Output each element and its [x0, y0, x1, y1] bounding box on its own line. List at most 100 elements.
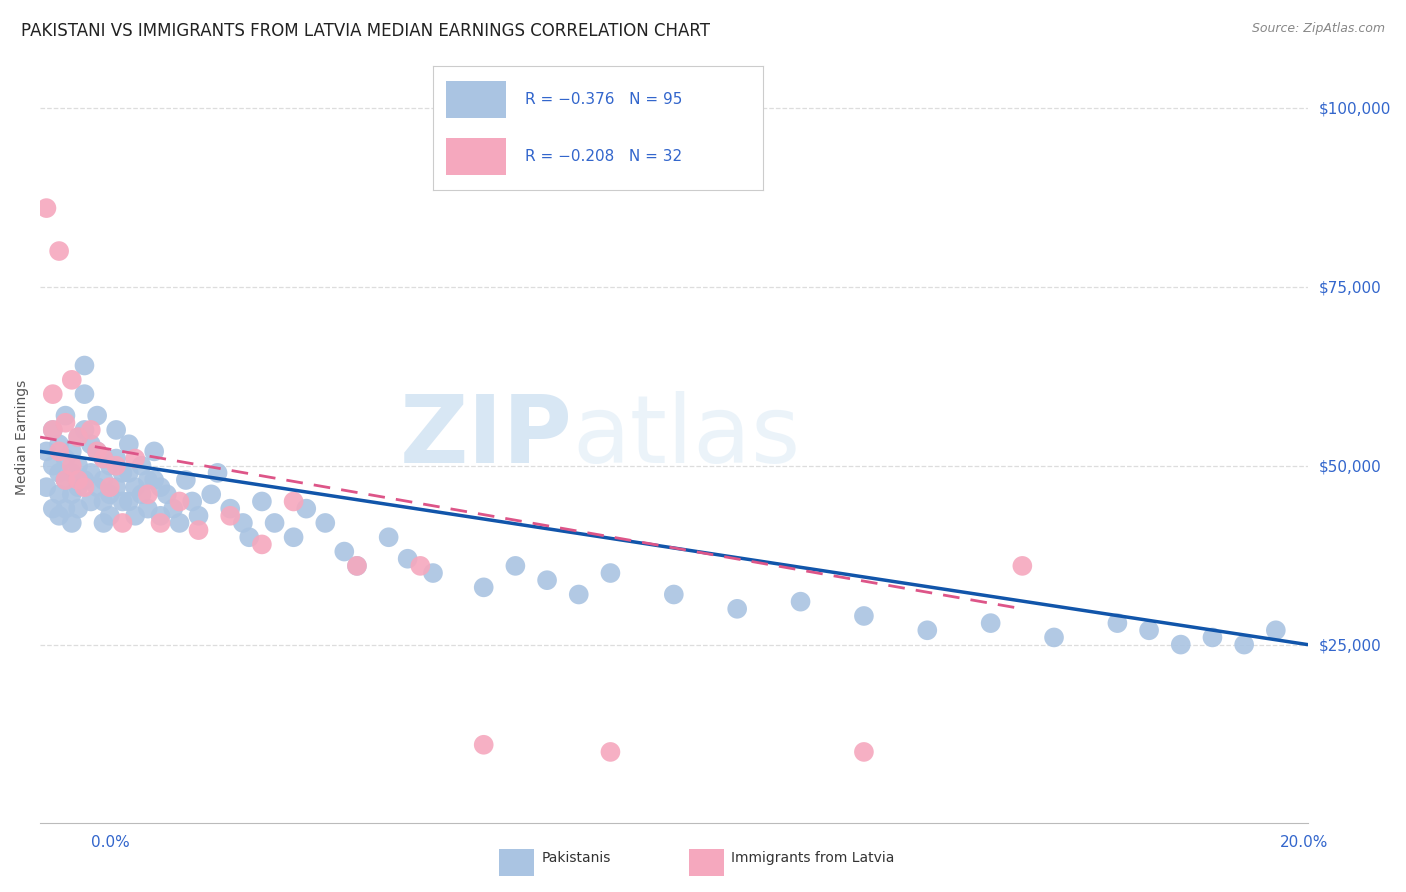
Point: [93, 473, 115, 487]
Point: [60, 466, 83, 480]
Point: [67, 458, 90, 473]
Point: [219, 508, 242, 523]
Text: atlas: atlas: [572, 391, 800, 483]
Point: [93, 494, 115, 508]
Point: [136, 487, 159, 501]
Point: [917, 624, 939, 638]
Point: [143, 444, 166, 458]
Point: [568, 587, 591, 601]
Point: [98, 487, 121, 501]
Point: [35, 480, 58, 494]
Point: [409, 558, 432, 573]
Point: [124, 508, 146, 523]
Point: [48, 437, 70, 451]
Point: [1233, 638, 1256, 652]
Point: [1201, 631, 1223, 645]
Text: Source: ZipAtlas.com: Source: ZipAtlas.com: [1251, 22, 1385, 36]
Point: [105, 451, 128, 466]
Point: [536, 573, 558, 587]
Point: [35, 201, 58, 215]
Point: [295, 501, 318, 516]
Point: [73, 480, 96, 494]
Point: [98, 458, 121, 473]
Point: [60, 458, 83, 473]
Y-axis label: Median Earnings: Median Earnings: [15, 379, 30, 495]
Point: [60, 373, 83, 387]
Point: [48, 487, 70, 501]
Point: [314, 516, 336, 530]
Text: 0.0%: 0.0%: [91, 836, 131, 850]
Point: [55, 416, 77, 430]
Point: [346, 558, 368, 573]
Point: [283, 530, 305, 544]
Point: [48, 466, 70, 480]
Point: [80, 423, 103, 437]
Point: [124, 451, 146, 466]
Point: [55, 501, 77, 516]
Point: [333, 544, 356, 558]
Point: [86, 480, 108, 494]
Point: [662, 587, 685, 601]
Point: [377, 530, 399, 544]
Point: [131, 458, 153, 473]
Point: [852, 745, 875, 759]
Point: [250, 494, 273, 508]
Point: [98, 508, 121, 523]
Point: [396, 551, 419, 566]
Point: [42, 423, 65, 437]
Point: [48, 444, 70, 458]
Point: [207, 466, 229, 480]
Point: [232, 516, 254, 530]
Point: [118, 466, 141, 480]
Point: [67, 430, 90, 444]
Point: [505, 558, 527, 573]
Point: [980, 616, 1002, 631]
Point: [136, 473, 159, 487]
Point: [1107, 616, 1129, 631]
Point: [42, 387, 65, 401]
Point: [55, 473, 77, 487]
Point: [60, 516, 83, 530]
Point: [149, 516, 172, 530]
Point: [422, 566, 444, 580]
Point: [1043, 631, 1066, 645]
Text: PAKISTANI VS IMMIGRANTS FROM LATVIA MEDIAN EARNINGS CORRELATION CHART: PAKISTANI VS IMMIGRANTS FROM LATVIA MEDI…: [21, 22, 710, 40]
Point: [263, 516, 285, 530]
Point: [346, 558, 368, 573]
Point: [48, 508, 70, 523]
Point: [86, 444, 108, 458]
Point: [472, 580, 495, 594]
Point: [852, 609, 875, 624]
Point: [35, 444, 58, 458]
Point: [73, 423, 96, 437]
Point: [1264, 624, 1286, 638]
Point: [1170, 638, 1192, 652]
Point: [55, 473, 77, 487]
Point: [181, 494, 204, 508]
Point: [111, 516, 134, 530]
Text: 20.0%: 20.0%: [1281, 836, 1329, 850]
Text: Pakistanis: Pakistanis: [541, 851, 610, 865]
Point: [187, 523, 209, 537]
Point: [149, 508, 172, 523]
Point: [105, 480, 128, 494]
Point: [80, 437, 103, 451]
Point: [124, 480, 146, 494]
Point: [283, 494, 305, 508]
Point: [599, 745, 621, 759]
Point: [73, 359, 96, 373]
Point: [131, 487, 153, 501]
Point: [169, 516, 191, 530]
Point: [143, 473, 166, 487]
Point: [149, 480, 172, 494]
Point: [67, 501, 90, 516]
Text: Immigrants from Latvia: Immigrants from Latvia: [731, 851, 894, 865]
Point: [187, 508, 209, 523]
Point: [67, 430, 90, 444]
Point: [67, 480, 90, 494]
Point: [162, 501, 184, 516]
Point: [174, 473, 197, 487]
Point: [48, 244, 70, 258]
Point: [80, 494, 103, 508]
Point: [42, 458, 65, 473]
